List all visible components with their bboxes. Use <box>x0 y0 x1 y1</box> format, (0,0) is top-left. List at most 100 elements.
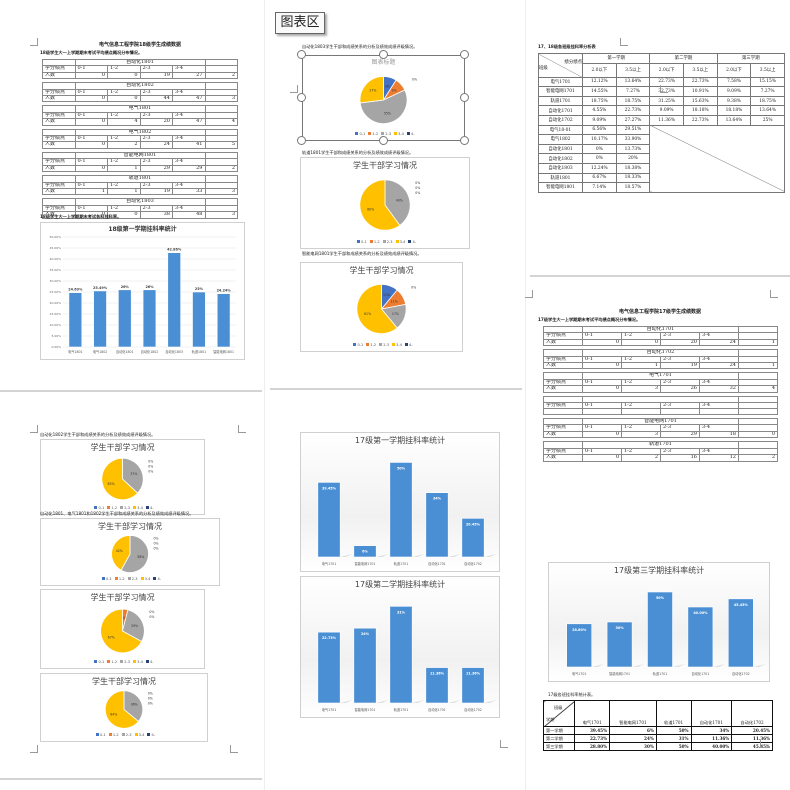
data-label: 50% <box>397 466 406 470</box>
bar-shadow <box>340 700 353 703</box>
pie-slice[interactable] <box>356 283 398 335</box>
bar[interactable] <box>425 492 449 558</box>
slice-label: 0% <box>148 469 153 473</box>
pie-chart[interactable]: 学生干部学习情况 11% 11% 17% 61% 0% 0-1 1-2 2-3 3-4 4- <box>300 262 463 352</box>
bar[interactable] <box>389 606 413 704</box>
count-cell <box>621 408 661 416</box>
row-label: 人数 <box>543 338 583 347</box>
bar[interactable] <box>353 627 377 704</box>
pie-chart[interactable]: 学生干部学习情况 0% 4% 29% 67% 0% 0-1 1-2 2-3 3-4 4- <box>40 589 205 669</box>
slice-label: 0% <box>149 615 154 619</box>
legend-swatch <box>392 343 396 346</box>
pie-slice[interactable] <box>100 608 143 654</box>
rate-cell: 15.15% <box>750 76 785 88</box>
pie-slice[interactable] <box>111 535 131 571</box>
bar[interactable] <box>389 462 413 558</box>
data-label: 22.73% <box>322 636 337 640</box>
bar[interactable] <box>461 667 485 704</box>
data-label: 39.45% <box>322 486 337 490</box>
bar[interactable] <box>167 252 181 348</box>
pie-chart[interactable]: 学生干部学习情况 0% 0% 37% 63% 0% 0-1 1-2 2-3 3-4 4- <box>40 439 205 515</box>
bar[interactable] <box>68 292 83 348</box>
bar[interactable] <box>118 289 132 348</box>
rate-cell: 13.64% <box>615 76 651 88</box>
resize-handle[interactable] <box>460 50 469 59</box>
pie-slice[interactable] <box>123 690 144 723</box>
count-cell: 0 <box>107 71 141 80</box>
bar-chart-18[interactable]: 18级第一学期挂科率统计 0.00% 5.00% 10.00% 15.00% 20.00%… <box>40 222 245 360</box>
bar[interactable] <box>647 591 673 668</box>
term-cell: 第二学期 <box>542 734 576 743</box>
bar-chart-17-term3[interactable]: 17级第三学期挂科率统计 28.80% 电气1701 30% 智能电网1701 50% 轨道… <box>548 562 770 682</box>
pie-slice[interactable] <box>359 76 384 104</box>
pie-slice[interactable] <box>359 89 408 124</box>
bar[interactable] <box>727 598 754 668</box>
pie-slice[interactable] <box>104 690 140 729</box>
bar-chart-17-term1[interactable]: 17级第一学期挂科率统计 39.45% 电气1701 6% 智能电网1701 50% 轨道1… <box>300 432 500 572</box>
data-label: 26% <box>121 285 130 289</box>
bar[interactable] <box>142 289 157 348</box>
bar[interactable] <box>216 293 231 348</box>
value-cell: 20.45% <box>731 726 773 735</box>
table-row: 自动化1803 <box>42 198 238 206</box>
data-label: 34% <box>433 497 442 501</box>
bar-shadow <box>632 664 645 667</box>
rate-cell: 27.27% <box>615 114 651 126</box>
resize-handle[interactable] <box>460 136 469 145</box>
bar-chart-17-term2[interactable]: 17级第二学期挂科率统计 22.73% 电气1701 24% 智能电网1701 31% 轨道… <box>300 576 500 718</box>
pie-slice[interactable] <box>101 457 139 501</box>
pie-chart[interactable]: 学生干部学习情况 0% 0% 36% 64% 0% 0-1 1-2 2-3 3-4 4- <box>40 673 208 742</box>
pie-chart-selected[interactable]: 图表标题 9% 9% 55% 27% 0% 0-1 1-2 2-3 3-4 4- <box>302 55 465 141</box>
grade-table: 电气1701 学分绩点 0-1 1-2 2-3 3-4 人数 0 3 26 32 4 <box>543 372 778 393</box>
pie-chart[interactable]: 学生干部学习情况 0% 0% 58% 42% 0% 0-1 1-2 2-3 3-4 4- <box>40 518 220 586</box>
legend-swatch <box>94 660 98 663</box>
legend-label: 1-2 <box>111 506 118 510</box>
slice-label: 0% <box>148 459 153 463</box>
count-cell: 0 <box>621 338 661 347</box>
count-cell: 20 <box>139 118 173 126</box>
value-cell: 39.45% <box>574 726 611 735</box>
subcol-header: 3.5以上 <box>615 62 651 78</box>
pie-slice[interactable] <box>359 179 401 231</box>
legend-label: 0-1 <box>359 132 366 136</box>
bar[interactable] <box>353 545 377 558</box>
bar[interactable] <box>687 606 714 668</box>
resize-handle[interactable] <box>378 50 388 59</box>
y-tick-label: 0.00% <box>51 345 61 349</box>
page-gap <box>270 388 522 390</box>
count-cell: 26 <box>660 385 700 393</box>
resize-handle[interactable] <box>297 50 306 59</box>
bar[interactable] <box>461 518 485 558</box>
legend-swatch <box>107 506 111 509</box>
slice-label: 0% <box>411 285 416 289</box>
slice-label: 40% <box>396 198 403 202</box>
value-cell: 34% <box>690 726 733 735</box>
table-row: 绩分绩点 班级 第一学期 第二学期 第三学期 <box>538 53 786 78</box>
bar[interactable] <box>192 291 206 348</box>
pie-slice[interactable] <box>122 457 144 494</box>
pie-slice[interactable] <box>384 179 411 226</box>
resize-handle[interactable] <box>378 136 388 145</box>
pie-slice[interactable] <box>120 535 149 573</box>
resize-handle[interactable] <box>460 93 469 102</box>
count-cell: 0 <box>582 385 622 393</box>
bar[interactable] <box>606 621 633 668</box>
data-label: 24.69% <box>68 288 83 292</box>
table-row: 学分绩点 0-1 1-2 2-3 3-4 <box>42 111 238 120</box>
summary-grid: 班级 学期 电气1701 智能电网1701 轨道1701 自动化1701 自动化1702 第一… <box>542 700 773 751</box>
pie-chart[interactable]: 学生干部学习情况 0% 0% 40% 60% 0% 0-1 1-2 2-3 3-4 4- <box>300 157 470 249</box>
bar[interactable] <box>566 623 593 668</box>
chart-plot: 0%0%40%60%0% <box>359 179 420 231</box>
bar[interactable] <box>317 482 341 558</box>
bar[interactable] <box>93 290 107 348</box>
class-cell: 智能电网1701 <box>538 86 583 97</box>
row-label: 人数 <box>543 385 583 393</box>
bar-shadow <box>672 664 685 667</box>
bar[interactable] <box>317 631 341 704</box>
resize-handle[interactable] <box>297 136 306 145</box>
slice-label: 61% <box>364 312 371 316</box>
bar[interactable] <box>425 667 449 704</box>
resize-handle[interactable] <box>297 93 306 102</box>
slice-label: 60% <box>367 208 374 212</box>
y-tick-label: 25.00% <box>50 290 62 294</box>
